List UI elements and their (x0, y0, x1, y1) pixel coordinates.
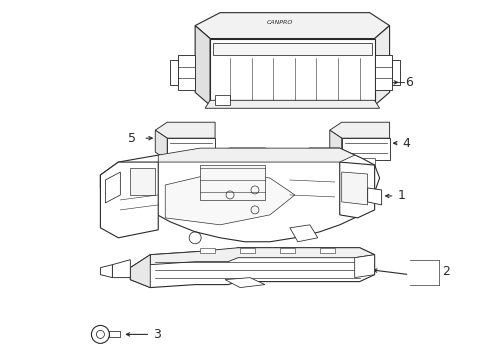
Polygon shape (355, 158, 375, 166)
Polygon shape (215, 95, 230, 105)
Polygon shape (330, 122, 390, 138)
Polygon shape (205, 100, 380, 108)
Text: 1: 1 (397, 189, 405, 202)
Text: 4: 4 (403, 137, 411, 150)
Polygon shape (368, 188, 382, 205)
Polygon shape (155, 130, 167, 160)
Polygon shape (195, 26, 210, 105)
Polygon shape (165, 172, 295, 225)
Text: CANPRO: CANPRO (267, 20, 293, 25)
Polygon shape (150, 248, 375, 265)
Polygon shape (392, 60, 399, 85)
Polygon shape (178, 55, 195, 90)
Polygon shape (330, 130, 342, 160)
Polygon shape (195, 13, 390, 39)
Polygon shape (342, 172, 368, 205)
Text: 6: 6 (406, 76, 414, 89)
Polygon shape (290, 225, 318, 242)
Polygon shape (355, 255, 375, 278)
Polygon shape (109, 332, 121, 337)
Polygon shape (210, 39, 375, 105)
Polygon shape (100, 148, 380, 242)
Polygon shape (280, 248, 295, 253)
Polygon shape (112, 260, 130, 278)
Polygon shape (100, 162, 158, 238)
Polygon shape (240, 248, 255, 253)
Text: 3: 3 (153, 328, 161, 341)
Polygon shape (340, 162, 375, 218)
Polygon shape (170, 60, 178, 85)
Polygon shape (105, 172, 121, 203)
Polygon shape (167, 138, 215, 160)
Polygon shape (320, 248, 335, 253)
Polygon shape (213, 42, 371, 55)
Text: 2: 2 (442, 265, 450, 278)
Polygon shape (130, 255, 150, 288)
Text: 5: 5 (128, 132, 136, 145)
Polygon shape (200, 165, 265, 200)
Polygon shape (180, 158, 195, 166)
Polygon shape (375, 55, 392, 90)
Polygon shape (158, 148, 355, 162)
Polygon shape (200, 248, 215, 253)
Polygon shape (225, 278, 265, 288)
Polygon shape (342, 138, 390, 160)
Polygon shape (375, 26, 390, 105)
Polygon shape (130, 248, 375, 288)
Polygon shape (130, 168, 155, 195)
Polygon shape (100, 265, 112, 278)
Polygon shape (155, 122, 215, 138)
